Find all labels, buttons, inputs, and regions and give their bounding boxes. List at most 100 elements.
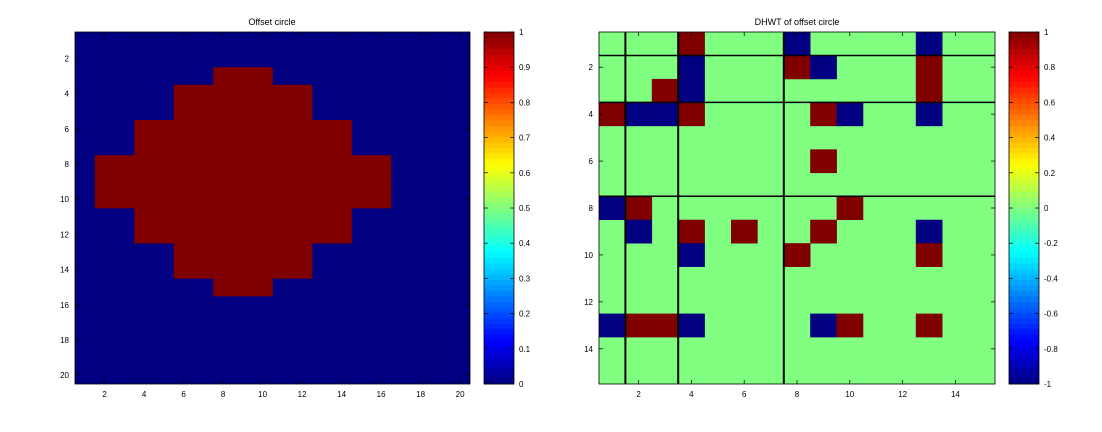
offset-circle-panel: Offset circle 2 4 6 8 10 12 14 16 18 202468101214… bbox=[60, 17, 531, 399]
dhwt-title: DHWT of offset circle bbox=[755, 17, 840, 27]
colorbar-segment bbox=[1009, 153, 1039, 159]
dhwt-level-lines bbox=[599, 32, 995, 384]
colorbar-tick-label: 0 bbox=[1044, 204, 1049, 213]
colorbar-tick-label: 0.6 bbox=[519, 169, 531, 178]
y-tick-label: 12 bbox=[60, 230, 69, 239]
colorbar-segment bbox=[484, 290, 514, 297]
colorbar-segment bbox=[484, 92, 514, 99]
colorbar-segment bbox=[1009, 208, 1039, 214]
dhwt-heatmap bbox=[599, 32, 995, 384]
colorbar-segment bbox=[1009, 356, 1039, 363]
colorbar-segment bbox=[1009, 279, 1039, 286]
colorbar-segment bbox=[1009, 136, 1039, 143]
heatmap-cell bbox=[836, 196, 864, 221]
heatmap-cell bbox=[173, 243, 313, 262]
colorbar-segment bbox=[484, 70, 514, 77]
heatmap-cell bbox=[810, 313, 837, 338]
colorbar-segment bbox=[484, 230, 514, 236]
heatmap-cell bbox=[915, 78, 943, 103]
y-tick-label: 10 bbox=[584, 251, 593, 260]
colorbar-segment bbox=[484, 153, 514, 159]
colorbar-tick-label: 0.2 bbox=[519, 310, 531, 319]
colorbar-segment bbox=[484, 98, 514, 104]
colorbar-segment bbox=[1009, 81, 1039, 88]
dhwt-panel: DHWT of offset circle 2 4 6 8 10 12 1424681012… bbox=[584, 17, 1058, 399]
colorbar-segment bbox=[484, 356, 514, 363]
colorbar-tick-label: 0.4 bbox=[519, 239, 531, 248]
colorbar-segment bbox=[1009, 186, 1039, 192]
colorbar-segment bbox=[484, 367, 514, 374]
colorbar-segment bbox=[484, 257, 514, 264]
colorbar-segment bbox=[1009, 323, 1039, 330]
colorbar-segment bbox=[484, 296, 514, 302]
colorbar-segment bbox=[484, 136, 514, 143]
colorbar-segment bbox=[484, 301, 514, 308]
colorbar-segment bbox=[1009, 202, 1039, 209]
offset-circle-axes-frame bbox=[74, 31, 471, 385]
colorbar-segment bbox=[1009, 329, 1039, 335]
colorbar-segment bbox=[484, 213, 514, 220]
colorbar-tick-label: 0.4 bbox=[1044, 134, 1056, 143]
y-tick-label: 10 bbox=[60, 195, 69, 204]
heatmap-cell bbox=[836, 102, 864, 127]
colorbar-tick-label: -0.8 bbox=[1044, 345, 1058, 354]
colorbar-segment bbox=[1009, 340, 1039, 346]
colorbar-segment bbox=[484, 279, 514, 286]
colorbar-segment bbox=[484, 131, 514, 137]
colorbar-segment bbox=[484, 169, 514, 176]
x-tick-label: 14 bbox=[951, 390, 960, 399]
colorbar-segment bbox=[1009, 252, 1039, 258]
dhwt-colorbar: -1 -0.8 -0.6 -0.4 -0.2 0 0.2 0.4 0.6 0.8 1 bbox=[1008, 28, 1058, 389]
colorbar-segment bbox=[1009, 235, 1039, 242]
heatmap-cell bbox=[678, 32, 705, 56]
x-tick-label: 18 bbox=[416, 390, 425, 399]
x-tick-label: 10 bbox=[258, 390, 267, 399]
colorbar-segment bbox=[1009, 367, 1039, 374]
colorbar-segment bbox=[484, 246, 514, 253]
colorbar-segment bbox=[1009, 92, 1039, 99]
colorbar-segment bbox=[484, 202, 514, 209]
colorbar-segment bbox=[484, 334, 514, 341]
heatmap-cell bbox=[213, 278, 273, 297]
colorbar-tick-label: 1 bbox=[1044, 28, 1049, 37]
y-tick-label: 2 bbox=[589, 63, 594, 72]
colorbar-segment bbox=[1009, 43, 1039, 49]
colorbar-segment bbox=[1009, 257, 1039, 264]
colorbar-segment bbox=[1009, 307, 1039, 313]
heatmap-cell bbox=[134, 208, 352, 226]
colorbar-segment bbox=[484, 103, 514, 110]
heatmap-cell bbox=[783, 55, 811, 80]
x-tick-label: 2 bbox=[636, 390, 641, 399]
x-tick-label: 4 bbox=[142, 390, 147, 399]
colorbar-segment bbox=[1009, 318, 1039, 324]
heatmap-cell bbox=[625, 196, 653, 221]
colorbar-segment bbox=[1009, 351, 1039, 357]
colorbar-segment bbox=[484, 81, 514, 88]
heatmap-cell bbox=[94, 172, 392, 191]
colorbar-segment bbox=[1009, 285, 1039, 291]
colorbar-segment bbox=[1009, 109, 1039, 115]
colorbar-segment bbox=[1009, 114, 1039, 121]
heatmap-cell bbox=[915, 313, 943, 338]
heatmap-cell bbox=[134, 120, 352, 138]
offset-circle-ticks: 2 4 6 8 10 12 14 16 18 20 2 4 6 8 10 12 14 16 18 20 bbox=[60, 32, 470, 399]
colorbar-segment bbox=[484, 180, 514, 187]
colorbar-segment bbox=[484, 378, 514, 385]
colorbar-tick-label: 0.1 bbox=[519, 345, 531, 354]
y-tick-label: 18 bbox=[60, 336, 69, 345]
x-tick-label: 16 bbox=[377, 390, 386, 399]
y-tick-label: 6 bbox=[589, 157, 594, 166]
y-tick-label: 8 bbox=[589, 204, 594, 213]
heatmap-cell bbox=[651, 313, 679, 338]
colorbar-segment bbox=[484, 307, 514, 313]
heatmap-cell bbox=[915, 55, 943, 80]
colorbar-segment bbox=[484, 362, 514, 368]
heatmap-cell bbox=[651, 102, 679, 127]
colorbar-segment bbox=[484, 76, 514, 82]
colorbar-segment bbox=[484, 59, 514, 66]
heatmap-cell bbox=[678, 219, 705, 244]
colorbar-segment bbox=[1009, 120, 1039, 126]
x-tick-label: 12 bbox=[898, 390, 907, 399]
colorbar-segment bbox=[484, 65, 514, 71]
